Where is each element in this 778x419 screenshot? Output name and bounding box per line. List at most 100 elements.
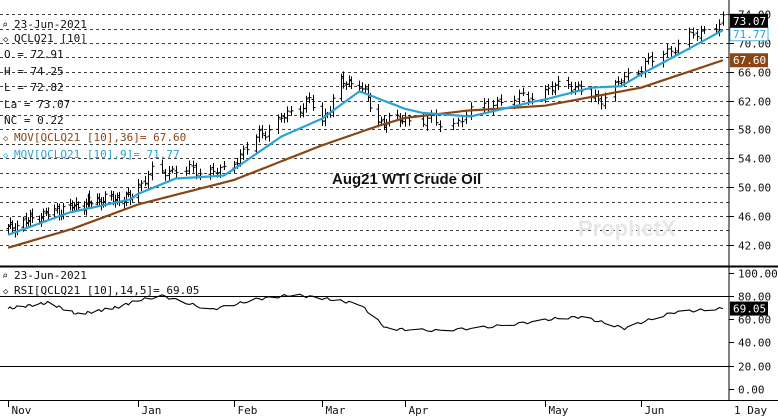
price-bar [276,114,281,134]
ma-36-line [7,59,724,249]
price-bar [676,39,681,55]
zoom-icon[interactable]: ⌕ [2,20,8,31]
time-tick-label: Feb [238,404,258,417]
price-bar [702,26,707,34]
price-bar [170,165,175,174]
price-bar [160,159,165,174]
price-bar [556,76,561,91]
price-bar [289,105,294,116]
price-bar [211,162,216,176]
ma-36-badge: 67.60 [730,53,768,68]
price-bar [499,94,504,106]
rsi-axis-ticks: 100.00 80.00 60.00 40.00 20.00 0.00 [729,268,778,397]
price-bar [150,161,155,181]
time-tick-label: Jan [142,404,162,417]
price-bar [222,161,227,171]
price-bar [669,45,674,57]
price-bar [30,208,35,223]
price-tick-label: 66.00 [738,67,771,80]
rsi-tick-label: 80.00 [738,291,771,304]
period-label[interactable]: 1 Day [734,404,767,417]
price-tick-label: 50.00 [738,182,771,195]
price-bar [241,145,246,160]
price-bar [143,175,148,187]
svg-text:73.07: 73.07 [733,15,766,28]
rsi-tick-label: 0.00 [738,384,765,397]
price-bar [257,125,262,143]
price-bar [438,120,443,133]
rsi-grid [0,296,729,367]
price-date-label: 23-Jun-2021 [14,18,87,31]
price-panel: ProphetX Aug21 WTI Crude Oil ⌕ 23-Jun-20… [0,0,771,266]
price-bar [139,180,144,191]
svg-text:69.05: 69.05 [733,303,766,316]
symbol-diamond-icon: ◇ [3,35,9,45]
price-bar [167,165,172,181]
rsi-zoom-icon[interactable]: ⌕ [2,271,8,282]
ma-9-badge: 71.77 [729,26,769,42]
time-tick-label: Nov [12,404,32,417]
price-bar [279,112,284,123]
price-bar [691,27,696,39]
price-bar [460,116,465,128]
price-bar [721,11,726,26]
time-tick-label: May [549,404,569,417]
rsi-tick-label: 40.00 [738,337,771,350]
price-bar [550,81,555,96]
watermark-text: ProphetX [578,216,676,241]
price-bar [163,169,168,181]
rsi-tick-label: 20.00 [738,361,771,374]
time-axis: Nov Jan Feb Mar Apr May Jun [8,400,665,417]
price-bar [695,30,700,41]
rsi-info-block: ⌕ 23-Jun-2021 ◇ RSI[QCLQ21 [10],14,5]= 6… [2,269,199,297]
price-bar [613,79,618,102]
price-bar [687,27,692,51]
legend-ma-fast-icon: ◇ [3,151,9,161]
price-bar [307,92,312,104]
last-price-badge: 73.07 [730,13,768,28]
price-bar [260,124,265,139]
price-bar [425,114,430,131]
price-tick-label: 42.00 [738,240,771,253]
price-axis-ticks: 74.0070.0066.0062.0058.0054.0050.0046.00… [729,9,771,253]
rsi-date-label: 23-Jun-2021 [14,269,87,282]
rsi-badges: 69.05 [730,301,768,316]
readout-open: O = 72.91 [4,48,64,61]
price-bar [616,76,621,87]
price-bar [576,81,581,92]
readout-low: L = 72.82 [4,81,64,94]
price-bar [395,109,400,120]
price-bar [191,160,196,173]
rsi-tick-label: 100.00 [738,268,778,281]
price-bar [546,83,551,96]
svg-text:71.77: 71.77 [733,28,766,41]
readout-net-change: NC = 0.22 [4,114,64,127]
price-bar [650,51,655,67]
time-tick-label: Jun [645,404,665,417]
price-bar [646,52,651,65]
price-bar [136,179,141,203]
price-tick-label: 46.00 [738,211,771,224]
symbol-label: QCLQ21 [10] [14,32,87,45]
price-bar [298,105,303,118]
rsi-panel: ⌕ 23-Jun-2021 ◇ RSI[QCLQ21 [10],14,5]= 6… [0,267,778,400]
price-bar [599,94,604,110]
rsi-tick-label: 60.00 [738,314,771,327]
time-tick-label: Mar [326,404,346,417]
price-bar [41,208,46,222]
price-bar [451,118,456,131]
price-bar [456,117,461,127]
rsi-line [7,293,724,333]
price-tick-label: 58.00 [738,124,771,137]
price-tick-label: 62.00 [738,96,771,109]
price-bar [146,170,151,189]
legend-ma-slow-icon: ◇ [3,134,9,144]
price-bar [245,142,250,155]
price-bar [76,201,81,211]
price-bar [665,43,670,58]
price-bar [349,76,354,90]
price-bar [566,76,571,90]
price-bar [285,106,290,123]
